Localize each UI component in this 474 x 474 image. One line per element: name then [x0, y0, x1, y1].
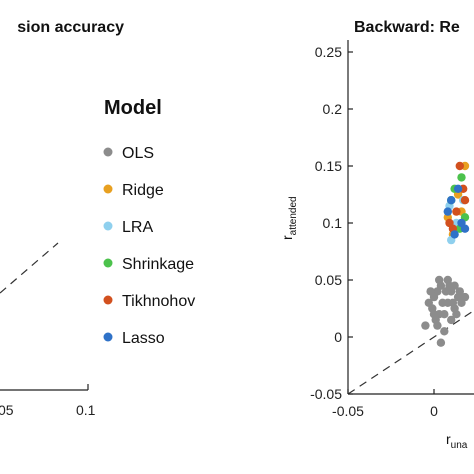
y-tick-label-0: -0.05: [310, 386, 342, 402]
y-axis-label: rattended: [279, 196, 299, 240]
point-tikhnohov-5: [455, 161, 464, 171]
y-tick-label-6: 0.25: [315, 44, 342, 60]
legend-label-lra: LRA: [122, 219, 153, 236]
point-ols-0: [421, 321, 430, 330]
point-ols-29: [450, 281, 459, 290]
point-lasso-1: [450, 230, 459, 239]
point-ols-21: [440, 327, 449, 336]
point-ols-24: [447, 315, 456, 325]
point-tikhnohov-1: [452, 207, 461, 216]
x-tick-label-0: -0.05: [332, 403, 364, 419]
legend: OLS Ridge LRA Shrinkage Tikhnohov Lasso: [103, 145, 195, 347]
point-tikhnohov-4: [460, 196, 470, 205]
point-ols-13: [438, 298, 447, 307]
legend-label-tikhnohov: Tikhnohov: [122, 293, 195, 310]
y-tick-label-1: 0: [334, 329, 342, 345]
right-panel-title: Backward: Re: [354, 19, 460, 36]
legend-marker-lasso: [103, 332, 113, 342]
legend-label-shrinkage: Shrinkage: [122, 256, 194, 273]
legend-marker-tikhnohov: [103, 295, 113, 305]
x-tick-label-1: 0: [430, 403, 438, 419]
point-ols-17: [452, 310, 461, 319]
y-tick-label-2: 0.05: [315, 272, 342, 288]
identity-line: [347, 309, 474, 395]
point-ols-28: [435, 275, 444, 285]
left-x-tick-label-1: 0.1: [76, 402, 96, 418]
x-axis-label: runa: [446, 431, 468, 451]
point-lasso-0: [443, 207, 452, 216]
point-shrinkage-4: [457, 173, 466, 182]
right-y-ticks: -0.05 0 0.05 0.1 0.15 0.2 0.25: [310, 44, 353, 402]
point-ols-20: [436, 338, 446, 347]
point-ols-16: [448, 298, 458, 307]
y-tick-label-3: 0.1: [323, 215, 343, 231]
point-ols-26: [460, 292, 470, 302]
legend-label-ridge: Ridge: [122, 182, 164, 199]
left-panel-title: sion accuracy: [17, 19, 124, 36]
legend-marker-shrinkage: [103, 258, 113, 268]
point-lasso-4: [460, 224, 470, 233]
point-ols-27: [426, 287, 435, 296]
legend-label-ols: OLS: [122, 145, 154, 162]
y-tick-label-5: 0.2: [323, 101, 343, 117]
legend-marker-ols: [103, 147, 113, 157]
point-lasso-5: [447, 196, 456, 205]
point-ols-23: [443, 275, 452, 285]
legend-title: Model: [104, 97, 162, 119]
point-ols-19: [433, 321, 442, 330]
left-x-tick-label-0: 05: [0, 402, 14, 418]
scatter-points: [421, 161, 470, 347]
legend-marker-ridge: [103, 184, 113, 194]
y-tick-label-4: 0.15: [315, 158, 342, 174]
legend-marker-lra: [103, 221, 113, 231]
point-ols-22: [429, 310, 439, 319]
point-ols-18: [455, 287, 464, 296]
legend-label-lasso: Lasso: [122, 330, 165, 347]
point-lasso-3: [453, 184, 463, 193]
left-identity-line: [0, 242, 59, 294]
